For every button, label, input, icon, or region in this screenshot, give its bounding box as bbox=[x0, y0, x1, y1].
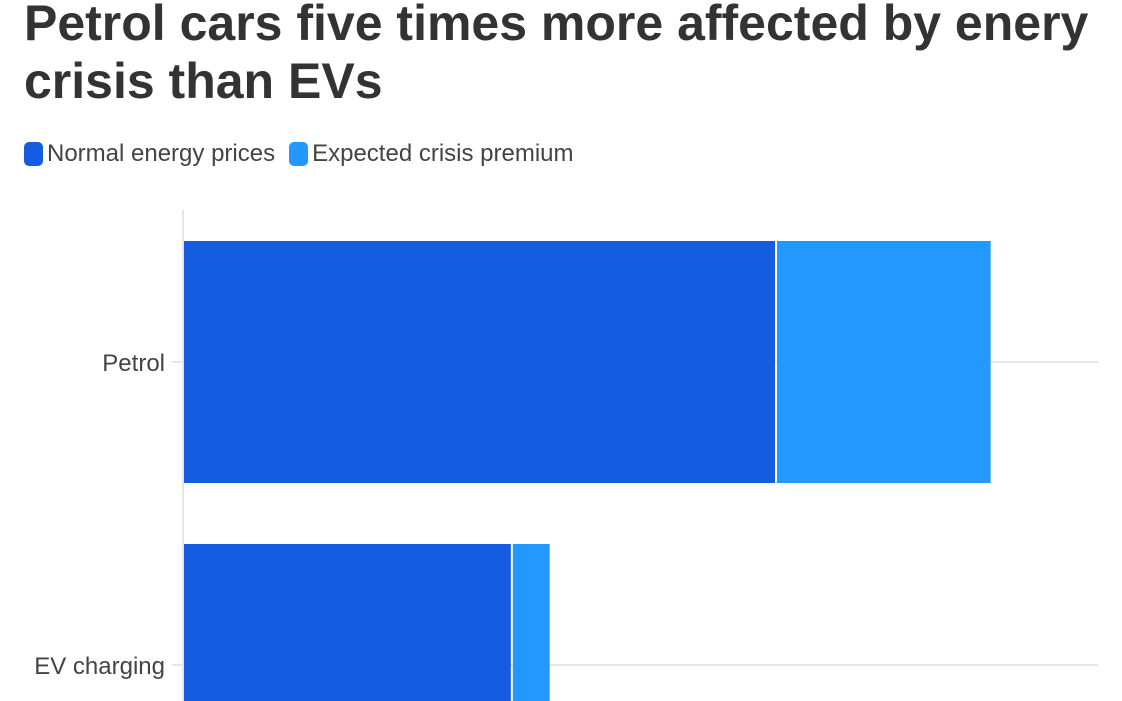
bar-normal-1 bbox=[184, 544, 511, 701]
chart-title: Petrol cars five times more affected by … bbox=[24, 0, 1089, 109]
legend-item-normal: Normal energy prices bbox=[24, 140, 275, 168]
legend: Normal energy prices Expected crisis pre… bbox=[24, 140, 574, 168]
bar-premium-1 bbox=[512, 544, 550, 701]
legend-swatch-premium bbox=[289, 142, 309, 166]
legend-label-normal: Normal energy prices bbox=[47, 140, 276, 167]
legend-label-premium: Expected crisis premium bbox=[312, 140, 574, 167]
legend-item-premium: Expected crisis premium bbox=[289, 140, 574, 168]
category-label: Petrol bbox=[102, 350, 165, 377]
bar-premium-0 bbox=[777, 241, 991, 483]
legend-swatch-normal bbox=[24, 142, 43, 166]
bar-normal-0 bbox=[184, 241, 775, 483]
category-label: EV charging bbox=[34, 653, 165, 680]
